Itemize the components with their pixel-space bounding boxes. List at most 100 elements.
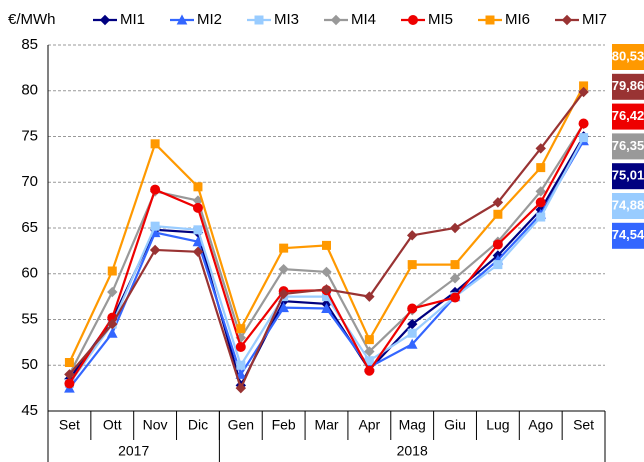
series-line (68, 91, 585, 392)
series (64, 135, 589, 393)
series (64, 81, 589, 368)
marker (364, 291, 375, 302)
x-tick-label: Set (573, 417, 594, 433)
legend-label: MI6 (505, 11, 530, 28)
y-tick-label: 45 (21, 402, 38, 419)
marker (107, 318, 118, 330)
marker (150, 221, 160, 231)
marker (235, 341, 246, 352)
marker (321, 266, 332, 278)
value-label-box (612, 103, 644, 130)
marker (449, 273, 461, 284)
legend-label: MI1 (120, 11, 145, 28)
marker (364, 365, 375, 376)
marker (579, 133, 589, 143)
series-line (68, 135, 585, 389)
x-tick-label: Lug (486, 417, 509, 433)
year-label: 2017 (118, 443, 149, 459)
y-tick-label: 80 (21, 82, 38, 99)
marker (278, 302, 289, 313)
marker (235, 382, 247, 394)
marker (254, 15, 264, 25)
value-label-box (612, 163, 644, 190)
legend-label: MI4 (351, 11, 376, 28)
marker (192, 246, 204, 257)
y-tick-label: 55 (21, 310, 38, 327)
marker (279, 243, 289, 253)
year-label: 2018 (397, 443, 428, 459)
marker (536, 163, 546, 173)
marker (536, 212, 546, 222)
y-tick-label: 70 (21, 173, 38, 190)
value-label: 76,42 (612, 108, 644, 123)
marker (493, 260, 503, 270)
marker (236, 324, 246, 334)
value-label: 74,54 (612, 227, 644, 242)
marker (408, 15, 418, 25)
marker (406, 338, 418, 349)
marker (406, 318, 418, 330)
marker (149, 244, 161, 256)
marker (407, 303, 418, 314)
marker (492, 239, 503, 250)
marker (193, 225, 203, 235)
legend-label: MI5 (428, 11, 453, 28)
x-tick-label: Ott (103, 417, 122, 433)
marker (364, 346, 375, 357)
value-label: 76,35 (612, 138, 644, 153)
marker (535, 143, 546, 154)
value-label: 75,01 (612, 168, 644, 183)
y-tick-label: 60 (21, 265, 38, 282)
marker (492, 197, 504, 208)
marker (99, 14, 111, 26)
marker (192, 202, 203, 213)
marker (193, 182, 203, 192)
marker (578, 118, 589, 129)
marker (322, 240, 331, 250)
series-line (68, 85, 585, 363)
marker (450, 292, 461, 303)
y-tick-label: 75 (21, 127, 38, 144)
series (64, 86, 589, 394)
marker (330, 14, 342, 26)
marker (192, 236, 204, 247)
marker (535, 186, 546, 197)
y-tick-label: 85 (21, 36, 38, 53)
marker (407, 328, 417, 338)
value-label: 74,88 (612, 197, 644, 212)
x-tick-label: Feb (272, 417, 296, 433)
marker (535, 197, 546, 208)
marker (64, 358, 74, 368)
value-label-box (612, 193, 644, 219)
marker (364, 335, 374, 345)
marker (578, 86, 589, 98)
value-label-box (612, 133, 644, 160)
marker (176, 14, 188, 25)
marker (107, 286, 118, 298)
value-label-box (612, 44, 644, 70)
legend-label: MI2 (197, 11, 222, 28)
marker (561, 14, 573, 26)
x-tick-label: Set (59, 417, 80, 433)
legend-label: MI7 (582, 11, 607, 28)
x-tick-label: Ago (528, 417, 553, 433)
value-label: 80,53 (612, 48, 644, 63)
marker (493, 209, 503, 219)
y-tick-label: 65 (21, 219, 38, 236)
marker (235, 368, 247, 379)
value-label: 79,86 (612, 78, 644, 93)
marker (106, 327, 118, 338)
marker (278, 288, 289, 300)
x-tick-label: Giu (444, 417, 466, 433)
x-tick-label: Apr (358, 417, 380, 433)
y-tick-label: 50 (21, 356, 38, 373)
x-tick-label: Nov (143, 417, 168, 433)
marker (278, 263, 289, 275)
x-tick-label: Mag (399, 417, 426, 433)
marker (150, 139, 160, 149)
marker (406, 230, 418, 241)
marker (107, 266, 117, 276)
value-label-box (612, 222, 644, 249)
